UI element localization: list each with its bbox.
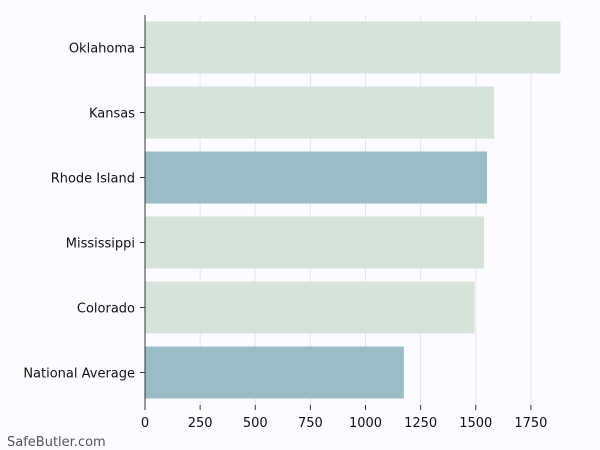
grid-lines (144, 15, 532, 405)
bar-mississippi (145, 216, 484, 269)
category-label: Colorado (77, 302, 135, 317)
bar-national-average (145, 346, 404, 399)
watermark-text: SafeButler.com (7, 435, 106, 450)
bar-oklahoma (145, 21, 561, 74)
category-labels: Oklahoma Kansas Rhode Island Mississippi Col… (23, 42, 145, 382)
category-label: Kansas (89, 107, 135, 122)
x-tick-labels: 0 250 500 750 1000 1250 1500 1750 (141, 405, 547, 431)
category-label: Oklahoma (69, 42, 135, 57)
x-tick-label: 250 (188, 416, 213, 431)
x-tick-label: 1000 (349, 416, 382, 431)
x-tick-label: 1250 (404, 416, 437, 431)
bar-colorado (145, 281, 475, 334)
category-label: National Average (23, 367, 135, 382)
x-tick-label: 500 (243, 416, 268, 431)
bars (145, 21, 561, 399)
x-tick-label: 1500 (459, 416, 492, 431)
x-tick-label: 750 (298, 416, 323, 431)
bar-kansas (145, 86, 495, 139)
category-label: Rhode Island (51, 172, 135, 187)
category-label: Mississippi (66, 237, 135, 252)
x-tick-label: 0 (141, 416, 149, 431)
bar-rhode-island (145, 151, 488, 204)
x-tick-label: 1750 (514, 416, 547, 431)
